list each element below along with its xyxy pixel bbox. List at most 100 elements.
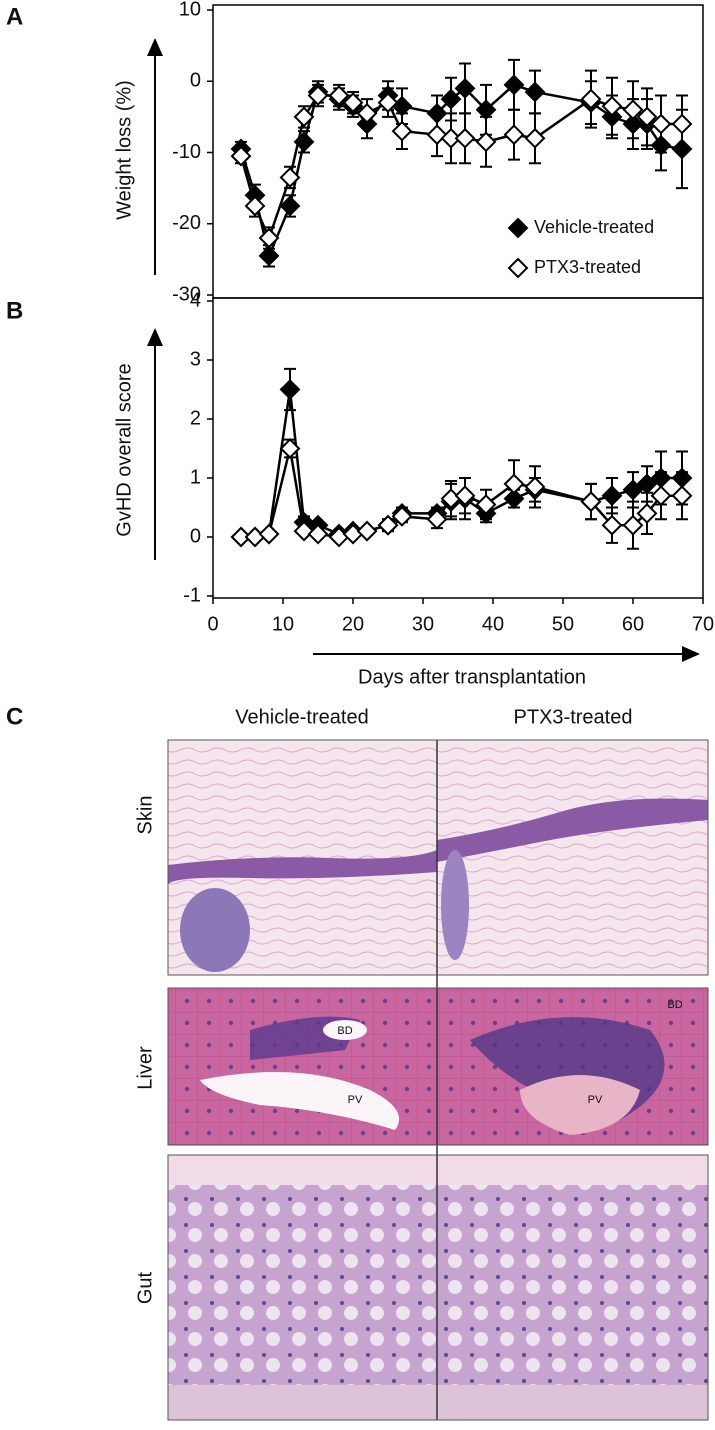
marker — [356, 520, 378, 542]
marker — [650, 485, 672, 507]
x-tick-label: 30 — [412, 613, 434, 635]
marker — [622, 479, 644, 501]
marker — [524, 81, 546, 103]
y-tick-label: 4 — [190, 289, 201, 311]
micrograph-gut — [168, 1155, 708, 1420]
marker — [454, 127, 476, 149]
marker — [426, 508, 448, 530]
annotation: BD — [667, 999, 682, 1011]
marker — [293, 106, 315, 128]
marker — [524, 476, 546, 498]
marker — [454, 485, 476, 507]
marker — [475, 494, 497, 515]
marker — [426, 124, 448, 146]
y-axis-title: GvHD overall score — [113, 363, 135, 536]
marker — [524, 127, 546, 149]
marker — [440, 127, 462, 149]
marker — [230, 526, 252, 548]
y-tick-label: -20 — [172, 212, 201, 234]
marker — [279, 379, 301, 400]
y-tick-label: 10 — [179, 0, 201, 20]
y-tick-label: 3 — [190, 348, 201, 370]
annotation: PV — [588, 1094, 603, 1106]
marker — [279, 167, 301, 188]
marker — [503, 74, 525, 96]
marker — [601, 485, 623, 507]
row-label: Gut — [134, 1271, 156, 1304]
annotation: PV — [348, 1094, 363, 1106]
marker — [328, 85, 350, 106]
legend-label: Vehicle-treated — [534, 217, 654, 237]
plot-frame — [212, 297, 704, 599]
marker — [636, 502, 658, 524]
marker — [230, 145, 252, 167]
marker — [580, 491, 602, 513]
y-tick-label: 0 — [190, 525, 201, 547]
series-line — [241, 389, 682, 539]
marker — [377, 514, 399, 536]
x-tick-label: 50 — [552, 613, 574, 635]
marker — [636, 106, 658, 128]
legend-marker — [507, 257, 529, 279]
marker — [293, 520, 315, 542]
x-tick-label: 60 — [622, 613, 644, 635]
legend-marker — [507, 217, 529, 239]
marker — [293, 131, 315, 153]
marker — [601, 514, 623, 536]
row-label: Skin — [134, 796, 156, 835]
y-tick-label: 1 — [190, 466, 201, 488]
marker — [244, 195, 266, 217]
row-label: Liver — [134, 1046, 156, 1090]
frame — [167, 739, 709, 976]
marker — [342, 92, 364, 114]
panel-label: B — [6, 297, 23, 324]
y-tick-label: 0 — [190, 70, 201, 92]
y-tick-label: -30 — [172, 283, 201, 305]
column-header: Vehicle-treated — [235, 706, 368, 728]
frame — [167, 987, 709, 1146]
x-tick-label: 10 — [272, 613, 294, 635]
annotation: BD — [337, 1025, 352, 1037]
marker — [391, 120, 413, 142]
marker — [601, 95, 623, 117]
marker — [671, 113, 693, 135]
micrograph-skin — [168, 740, 708, 975]
marker — [377, 92, 399, 114]
frame — [167, 1154, 709, 1421]
x-tick-label: 0 — [207, 613, 218, 635]
y-tick-label: -1 — [183, 584, 201, 606]
marker — [258, 227, 280, 249]
x-tick-label: 20 — [342, 613, 364, 635]
y-tick-label: -10 — [172, 141, 201, 163]
marker — [622, 99, 644, 121]
marker — [580, 88, 602, 110]
y-axis-title: Weight loss (%) — [113, 80, 135, 220]
marker — [622, 514, 644, 536]
marker — [279, 195, 301, 217]
marker — [503, 124, 525, 146]
marker — [454, 77, 476, 99]
x-tick-label: 40 — [482, 613, 504, 635]
panel-label: C — [6, 703, 23, 730]
y-tick-label: 2 — [190, 407, 201, 429]
marker — [440, 88, 462, 110]
x-axis-title: Days after transplantation — [358, 666, 586, 688]
panel-label: A — [6, 3, 23, 30]
marker — [279, 438, 301, 459]
legend-label: PTX3-treated — [534, 257, 641, 277]
marker — [391, 505, 413, 527]
marker — [475, 131, 497, 153]
marker — [307, 85, 329, 106]
micrograph-liver: BD PV BD PV — [168, 988, 708, 1145]
marker — [356, 102, 378, 124]
marker — [503, 473, 525, 495]
plot-frame — [212, 4, 704, 299]
marker — [258, 523, 280, 545]
marker — [650, 113, 672, 135]
column-header: PTX3-treated — [514, 706, 633, 728]
x-tick-label: 70 — [692, 613, 714, 635]
marker — [258, 245, 280, 267]
marker — [671, 485, 693, 507]
marker — [244, 526, 266, 548]
